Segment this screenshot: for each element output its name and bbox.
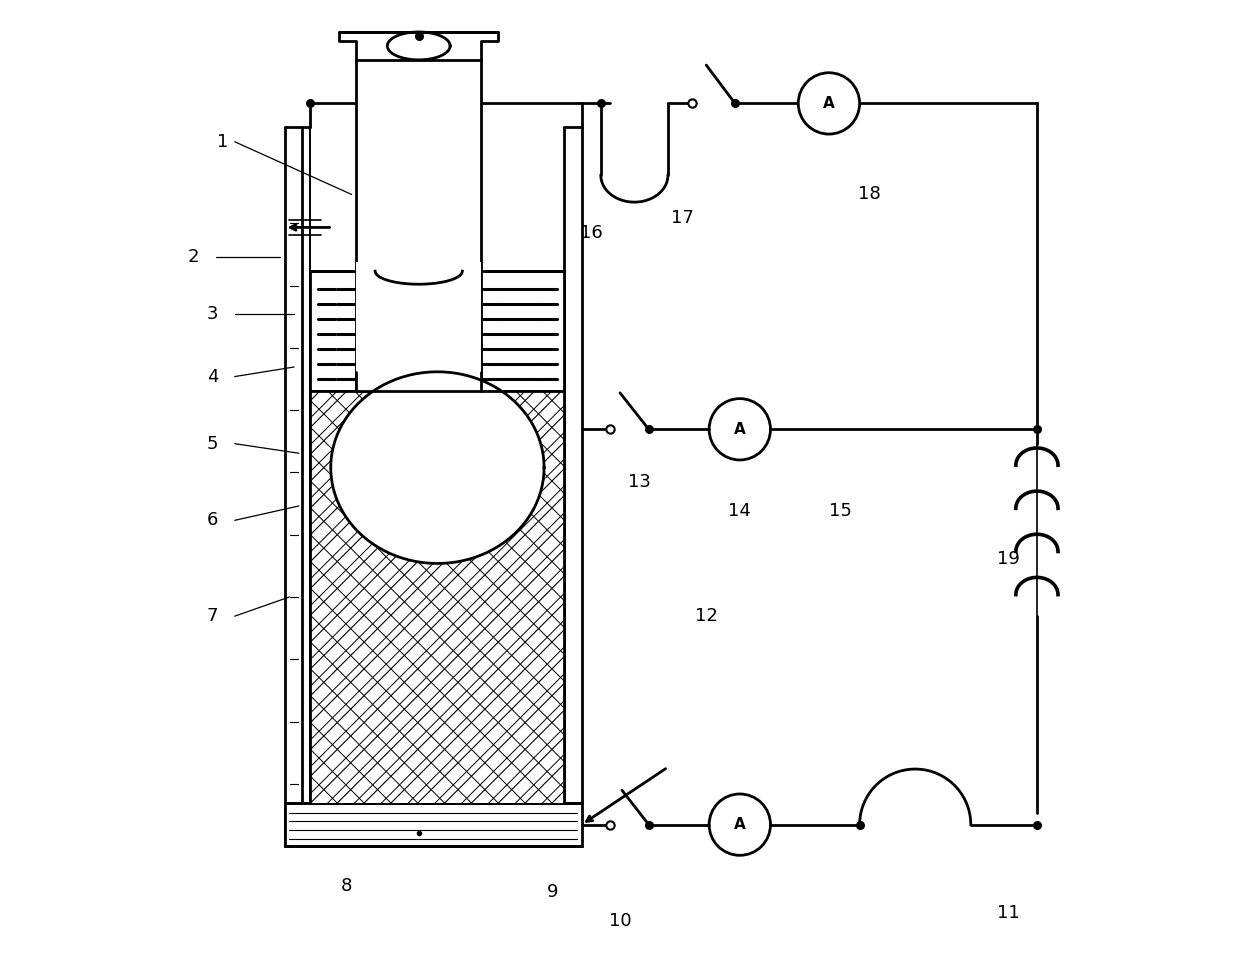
Text: A: A <box>734 817 745 832</box>
Bar <box>356 69 481 391</box>
Text: 19: 19 <box>997 549 1019 568</box>
Text: 4: 4 <box>207 367 218 386</box>
Bar <box>310 271 564 391</box>
Text: 13: 13 <box>627 473 651 491</box>
Text: A: A <box>823 95 835 111</box>
Text: 14: 14 <box>728 501 751 520</box>
Bar <box>356 261 481 391</box>
Text: 12: 12 <box>694 607 718 626</box>
Text: 7: 7 <box>207 607 218 626</box>
Text: 10: 10 <box>609 912 631 930</box>
Text: 2: 2 <box>187 248 200 266</box>
Bar <box>356 61 481 391</box>
Text: 16: 16 <box>580 224 603 242</box>
Text: 11: 11 <box>997 904 1019 923</box>
Text: 6: 6 <box>207 511 218 529</box>
Text: 1: 1 <box>217 133 228 150</box>
Text: 5: 5 <box>207 435 218 453</box>
Text: 8: 8 <box>341 877 352 896</box>
Text: 15: 15 <box>830 501 852 520</box>
Polygon shape <box>331 372 544 563</box>
Bar <box>310 391 564 803</box>
Text: 3: 3 <box>207 306 218 323</box>
Text: A: A <box>734 422 745 437</box>
Text: 18: 18 <box>858 185 880 203</box>
Text: 9: 9 <box>547 883 559 901</box>
Text: 17: 17 <box>671 209 693 228</box>
Bar <box>284 803 582 846</box>
